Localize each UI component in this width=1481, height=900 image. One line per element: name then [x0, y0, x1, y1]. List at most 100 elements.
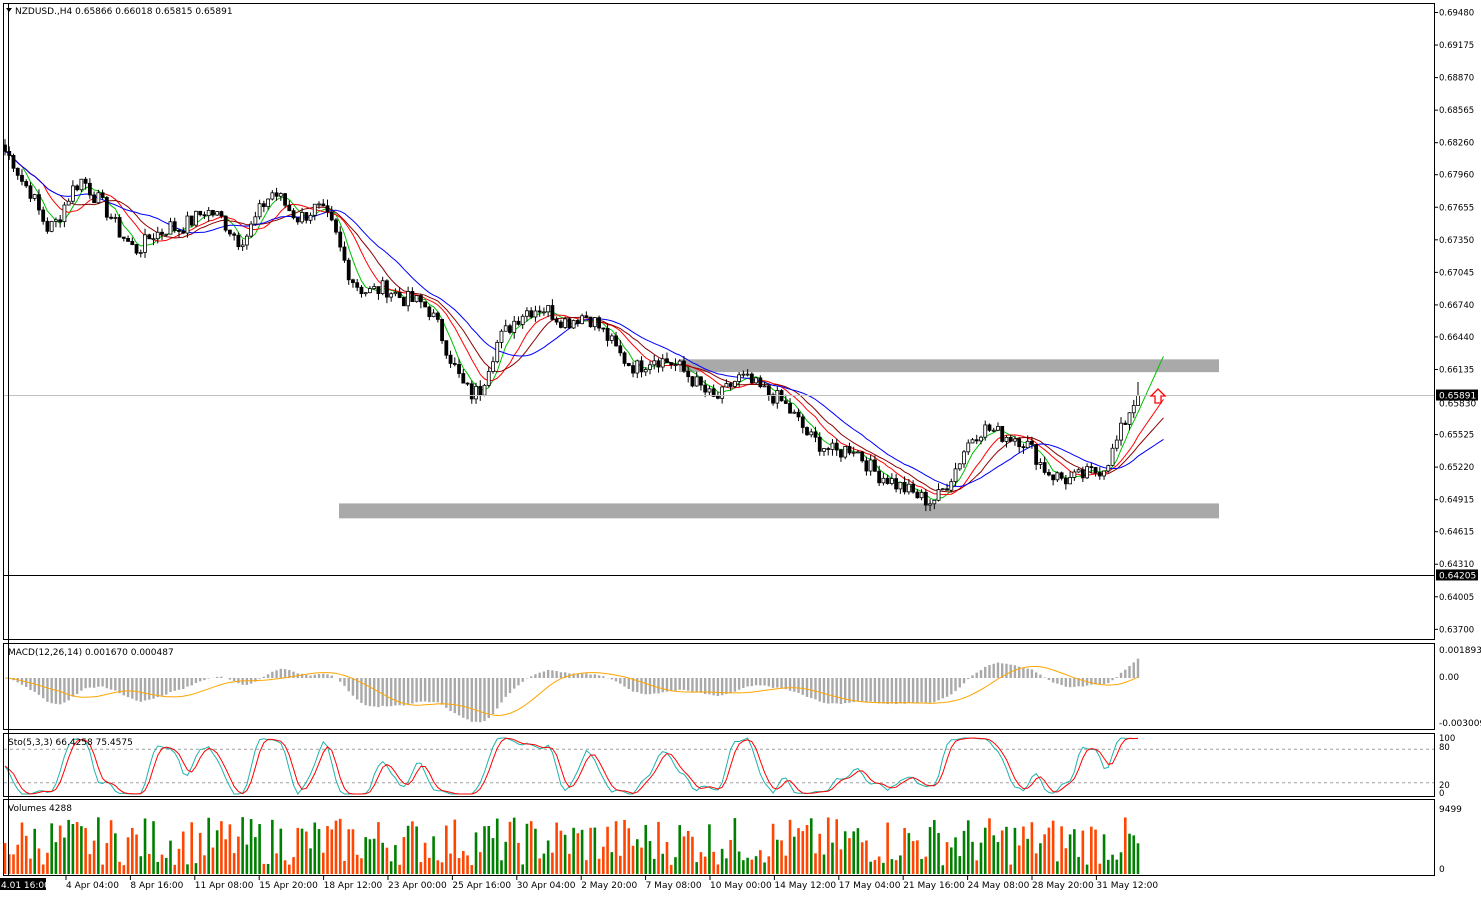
- candle-body: [1114, 439, 1119, 449]
- candle-body: [966, 442, 971, 453]
- candle-body: [164, 233, 169, 236]
- candle-body: [1127, 412, 1132, 425]
- time-cursor-tag: [0, 878, 46, 890]
- candle-body: [906, 483, 911, 493]
- candle-body: [741, 373, 746, 376]
- candle-body: [648, 364, 652, 370]
- candle-body: [427, 306, 432, 318]
- candle-body: [1076, 469, 1081, 473]
- crosshair-price-tag-text: 0.64205: [1439, 571, 1476, 581]
- candle-body: [185, 215, 190, 234]
- candle-body: [885, 477, 890, 484]
- candle-body: [478, 386, 483, 396]
- candle-body: [881, 477, 886, 484]
- candle-body: [1034, 444, 1039, 465]
- candle-body: [351, 279, 355, 284]
- candle-body: [699, 376, 703, 386]
- time-tick-label: 18 Apr 12:00: [324, 881, 383, 891]
- candle-body: [949, 481, 954, 491]
- candle-body: [363, 292, 368, 295]
- candle-body: [1085, 466, 1089, 479]
- candle-body: [121, 236, 126, 239]
- candle-body: [283, 193, 287, 206]
- candle-body: [270, 192, 275, 200]
- candle-body: [843, 446, 848, 458]
- candle-body: [83, 178, 88, 184]
- ma-slow-line: [4, 150, 1164, 493]
- stochastic-panel-frame: [3, 733, 1435, 797]
- candle-body: [440, 318, 444, 342]
- candle-body: [856, 451, 860, 454]
- price-tick-label: 0.68565: [1439, 106, 1474, 116]
- candle-body: [87, 182, 92, 196]
- chevron-down-icon[interactable]: [6, 8, 12, 12]
- candle-body: [70, 185, 75, 202]
- price-tick-label: 0.64310: [1439, 560, 1474, 570]
- candle-body: [3, 144, 7, 152]
- time-tick-label: 11 Apr 08:00: [195, 881, 254, 891]
- time-tick-label: 23 Apr 00:00: [388, 881, 447, 891]
- candle-body: [525, 310, 529, 317]
- candle-body: [32, 194, 37, 199]
- axes-layer: 0.69480 0.69175 0.68870 0.68565 0.68260 0.679…: [65, 9, 1474, 891]
- candle-body: [482, 384, 487, 396]
- candle-body: [580, 315, 585, 325]
- vol-tick-max: 9499: [1439, 805, 1462, 815]
- candle-body: [567, 318, 572, 329]
- candle-body: [355, 282, 360, 288]
- time-tick-label: 2 May 20:00: [581, 881, 637, 891]
- candle-body: [253, 216, 258, 225]
- time-tick-label: 8 Apr 16:00: [130, 881, 183, 891]
- candle-body: [762, 385, 767, 388]
- candle-body: [160, 231, 164, 235]
- candle-body: [936, 489, 941, 501]
- candle-body: [189, 215, 194, 226]
- candle-body: [385, 280, 389, 298]
- macd-tick-top: 0.001893: [1439, 646, 1481, 656]
- stochastic-title: Sto(5,3,3) 66.4258 75.4575: [8, 738, 133, 748]
- candle-body: [894, 478, 899, 490]
- candle-body: [1051, 474, 1056, 481]
- candle-body: [334, 219, 338, 233]
- candle-body: [232, 233, 237, 236]
- candle-body: [622, 352, 627, 364]
- candle-body: [244, 235, 249, 246]
- candle-body: [261, 203, 266, 207]
- candle-body: [181, 230, 186, 234]
- candle-body: [618, 345, 623, 354]
- candle-body: [830, 442, 835, 450]
- candle-body: [401, 297, 406, 307]
- candle-body: [1017, 438, 1022, 448]
- candle-body: [414, 295, 419, 303]
- symbol-header: NZDUSD.,H4 0.65866 0.66018 0.65815 0.658…: [15, 7, 233, 17]
- candle-body: [677, 360, 682, 366]
- price-tick-label: 0.64615: [1439, 528, 1474, 538]
- time-tick-label: 24 May 08:00: [968, 881, 1030, 891]
- macd-tick-zero: 0.00: [1439, 673, 1459, 683]
- ma-long-line: [4, 150, 1164, 488]
- candle-body: [754, 377, 758, 384]
- candle-body: [177, 230, 181, 232]
- candle-body: [1042, 462, 1047, 473]
- candle-body: [822, 448, 826, 452]
- candle-body: [452, 363, 457, 365]
- candle-body: [486, 371, 491, 386]
- candle-body: [902, 481, 907, 493]
- candle-body: [775, 390, 780, 404]
- candle-body: [720, 386, 725, 399]
- candle-body: [7, 151, 12, 156]
- candle-body: [300, 212, 304, 223]
- candle-body: [457, 364, 461, 374]
- candle-body: [380, 280, 385, 294]
- candle-body: [703, 384, 708, 393]
- candle-body: [58, 219, 63, 223]
- sto-tick-100: 100: [1439, 734, 1455, 744]
- candle-body: [605, 327, 610, 341]
- candle-body: [546, 305, 551, 313]
- candle-body: [215, 211, 220, 216]
- candle-body: [321, 203, 326, 207]
- candle-body: [974, 439, 979, 442]
- candle-body: [928, 503, 932, 506]
